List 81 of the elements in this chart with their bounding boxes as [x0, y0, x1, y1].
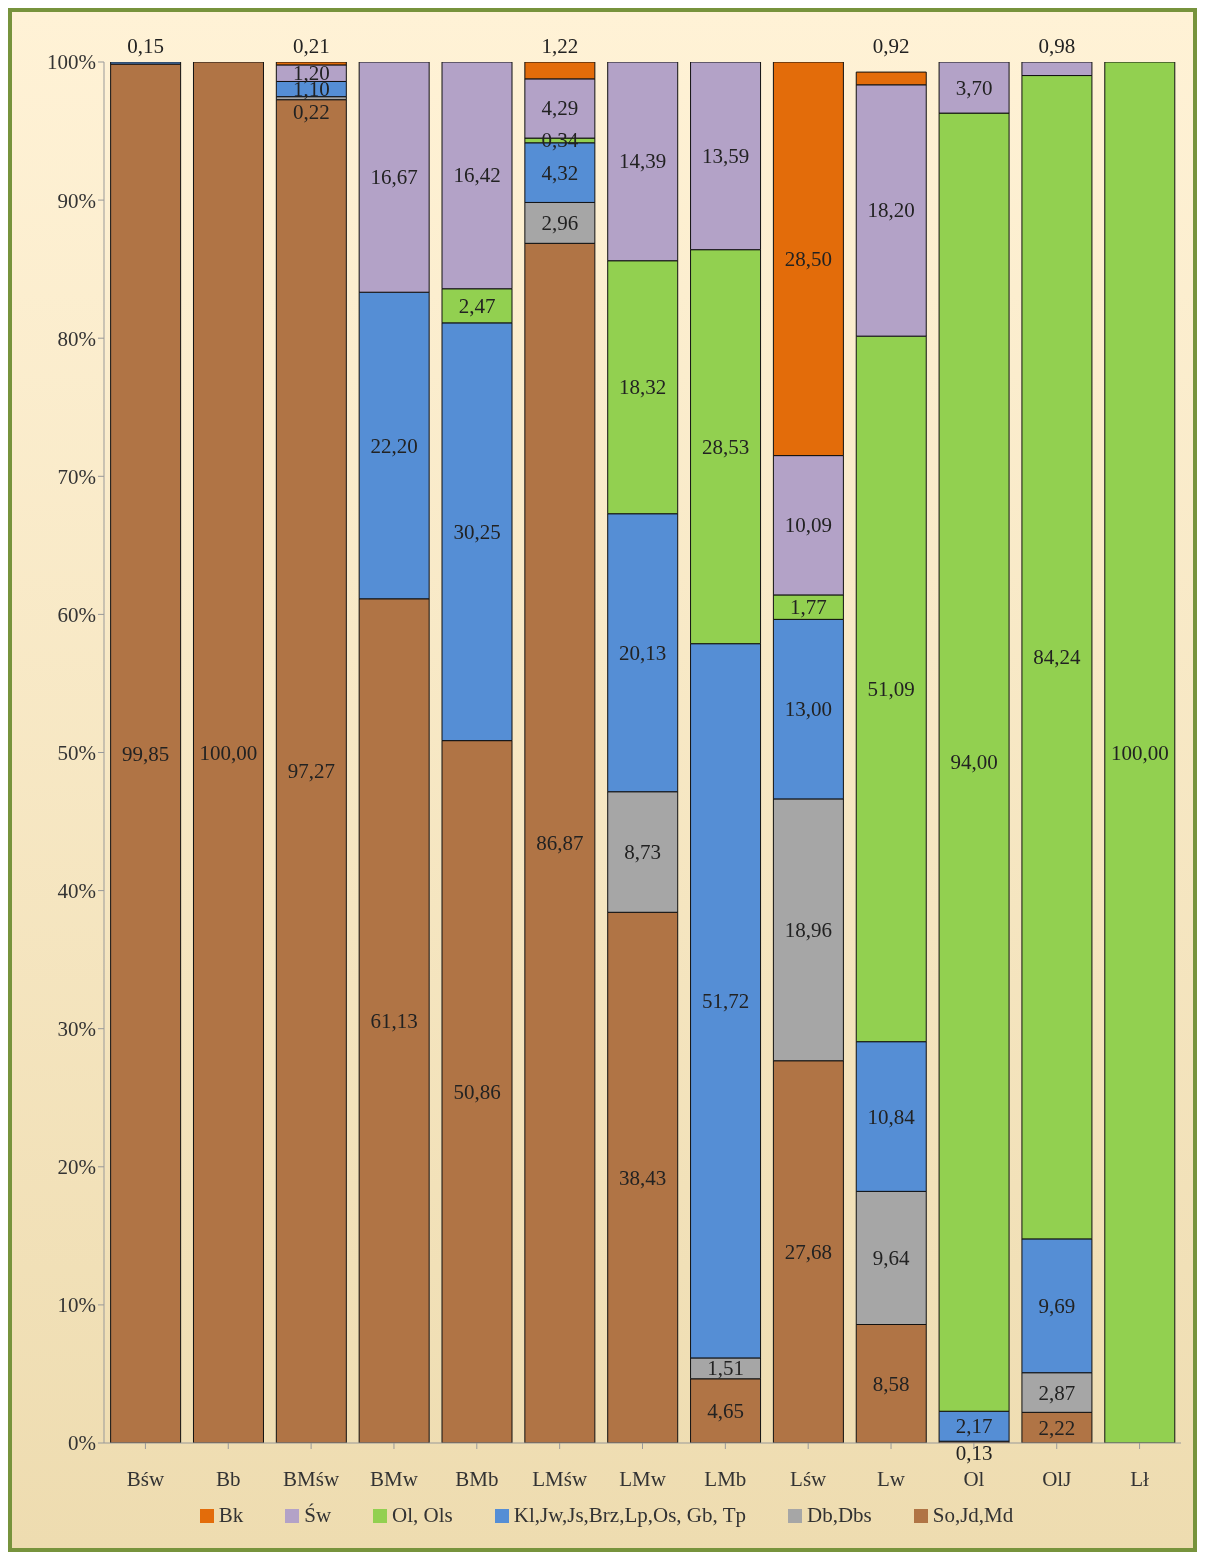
data-label: 9,64 — [872, 1245, 911, 1270]
data-label: 14,39 — [619, 149, 667, 174]
x-tick-label: Bb — [216, 1466, 241, 1491]
data-label: 2,22 — [1038, 1415, 1076, 1440]
data-label: 97,27 — [287, 759, 335, 784]
data-label: 28,53 — [701, 434, 750, 459]
data-label: 18,32 — [619, 375, 667, 400]
x-tick-label: Lw — [877, 1466, 906, 1491]
data-label: 0,13 — [955, 1441, 993, 1465]
x-tick-label: LMb — [704, 1466, 747, 1491]
data-label: 0,98 — [1038, 34, 1076, 58]
data-label: 99,85 — [122, 741, 170, 766]
data-label: 0,92 — [872, 34, 910, 58]
data-label: 3,70 — [955, 75, 993, 100]
data-label: 8,58 — [872, 1371, 910, 1396]
x-tick-label: Lśw — [790, 1466, 828, 1491]
legend-label: Ol, Ols — [391, 1503, 453, 1528]
data-label: 1,22 — [541, 34, 579, 58]
data-label: 18,96 — [784, 917, 833, 942]
y-tick-label: 30% — [57, 1017, 96, 1042]
data-label: 61,13 — [370, 1008, 418, 1033]
y-tick-label: 10% — [57, 1293, 96, 1318]
data-label: 84,24 — [1033, 645, 1082, 670]
x-tick-label: LMśw — [532, 1466, 588, 1491]
data-label: 100,00 — [1110, 740, 1169, 765]
y-tick-label: 70% — [57, 464, 96, 489]
data-label: 51,09 — [867, 676, 915, 701]
data-label: 0,15 — [127, 34, 164, 58]
x-tick-label: Ol — [963, 1466, 985, 1491]
data-label: 30,25 — [453, 519, 501, 544]
y-tick-label: 100% — [47, 50, 96, 75]
data-label: 2,47 — [458, 293, 496, 318]
data-label: 16,67 — [370, 165, 418, 190]
data-label: 94,00 — [950, 750, 998, 775]
data-label: 28,50 — [784, 246, 833, 271]
data-label: 13,00 — [784, 697, 833, 722]
data-label: 4,29 — [541, 96, 579, 121]
data-label: 2,87 — [1038, 1380, 1076, 1405]
data-label: 2,96 — [541, 210, 579, 235]
data-label: 1,51 — [707, 1356, 744, 1381]
y-tick-label: 0% — [68, 1431, 96, 1456]
data-label: 51,72 — [701, 988, 750, 1013]
data-label: 13,59 — [701, 143, 750, 168]
x-tick-label: BMw — [370, 1466, 419, 1491]
y-tick-label: 50% — [57, 740, 96, 765]
data-label: 2,17 — [955, 1414, 993, 1439]
data-label: 0,21 — [292, 34, 330, 58]
data-label: 16,42 — [453, 163, 501, 188]
data-label: 50,86 — [453, 1079, 501, 1104]
legend-label: Db,Dbs — [805, 1503, 872, 1528]
x-tick-label: Lł — [1130, 1466, 1150, 1491]
data-label: 22,20 — [370, 433, 418, 458]
y-tick-label: 80% — [57, 326, 96, 351]
x-tick-label: Bśw — [126, 1466, 165, 1491]
legend-label: Św — [303, 1503, 332, 1528]
data-label: 38,43 — [619, 1165, 667, 1190]
data-label: 18,20 — [867, 198, 915, 223]
data-label: 1,77 — [790, 595, 827, 620]
data-label: 9,69 — [1038, 1293, 1076, 1318]
text: So,Jd,Md — [931, 1503, 1014, 1528]
data-label: 27,68 — [784, 1239, 833, 1264]
legend-label: Bk — [217, 1503, 244, 1528]
y-tick-label: 90% — [57, 188, 96, 213]
data-label: 10,09 — [784, 513, 833, 538]
data-label: 0,34 — [541, 128, 579, 153]
y-tick-label: 40% — [57, 879, 96, 904]
data-label: 0,22 — [292, 99, 330, 124]
legend-label: Kl,Jw,Js,Brz,Lp,Os, Gb, Tp — [512, 1503, 746, 1528]
data-label: 86,87 — [536, 831, 584, 856]
x-tick-label: LMw — [619, 1466, 667, 1491]
data-label: 4,32 — [541, 160, 579, 185]
y-tick-label: 20% — [57, 1155, 96, 1180]
x-tick-label: OlJ — [1042, 1466, 1072, 1491]
data-label: 4,65 — [707, 1398, 744, 1423]
y-tick-label: 60% — [57, 602, 96, 627]
data-label: 8,73 — [624, 840, 662, 864]
data-label: 20,13 — [619, 640, 667, 665]
data-label: 10,84 — [867, 1104, 916, 1129]
x-tick-label: BMb — [455, 1466, 499, 1491]
data-label: 100,00 — [199, 740, 258, 765]
x-tick-label: BMśw — [283, 1466, 340, 1491]
